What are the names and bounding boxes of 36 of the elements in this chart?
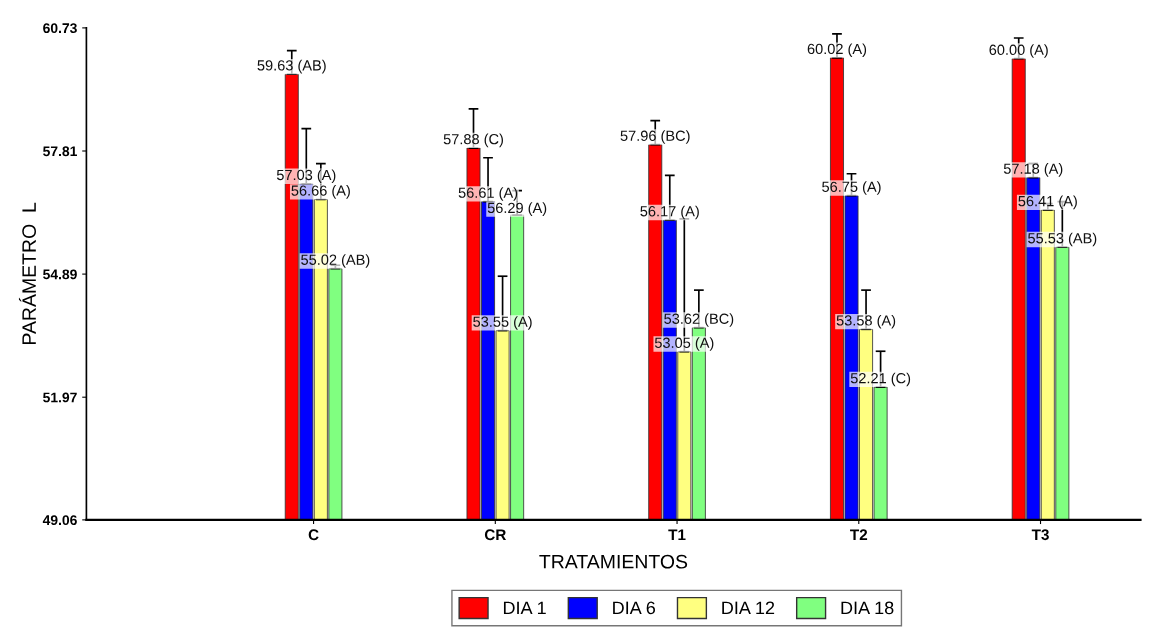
data-label: 53.62 (BC) <box>664 313 734 327</box>
data-label: 53.58 (A) <box>836 314 896 329</box>
data-label: 60.02 (A) <box>807 43 867 57</box>
data-label: 56.17 (A) <box>640 205 699 220</box>
y-tick-label: 51.97 <box>43 392 77 403</box>
data-label: 56.29 (A) <box>487 202 547 216</box>
data-label: 53.05 (A) <box>654 337 714 351</box>
data-label: 56.61 (A) <box>458 187 518 201</box>
y-axis-title: PARÁMETRO L <box>18 202 36 344</box>
y-tick-label: 54.89 <box>43 269 77 280</box>
data-label: 57.96 (BC) <box>620 130 690 144</box>
legend-label: DIA 1 <box>503 601 546 615</box>
y-tick-label: 49.06 <box>42 515 77 526</box>
data-label: 60.00 (A) <box>989 44 1048 58</box>
data-label: 56.75 (A) <box>822 181 881 195</box>
x-tick-label: T2 <box>850 529 868 540</box>
x-tick-label: T1 <box>668 529 686 540</box>
data-label: 55.02 (AB) <box>301 254 370 268</box>
data-label: 56.41 (A) <box>1018 195 1077 210</box>
x-tick-label: C <box>308 529 319 541</box>
legend-label: DIA 12 <box>722 601 775 615</box>
data-label: 53.55 (A) <box>473 316 532 330</box>
data-label: 52.21 (C) <box>850 372 911 387</box>
data-label: 56.66 (A) <box>291 185 350 199</box>
y-tick-label: 60.73 <box>43 23 77 34</box>
data-label: 57.18 (A) <box>1003 163 1063 177</box>
y-tick-label: 57.81 <box>43 146 77 157</box>
x-axis-title: TRATAMIENTOS <box>539 554 688 569</box>
data-label: 57.03 (A) <box>276 169 336 184</box>
legend-label: DIA 6 <box>613 601 656 615</box>
x-tick-label: CR <box>484 529 507 541</box>
data-label: 57.88 (C) <box>443 133 503 148</box>
data-label: 59.63 (AB) <box>257 59 326 74</box>
legend-label: DIA 18 <box>841 601 894 615</box>
data-label: 55.53 (AB) <box>1028 232 1097 247</box>
x-tick-label: T3 <box>1031 529 1049 541</box>
